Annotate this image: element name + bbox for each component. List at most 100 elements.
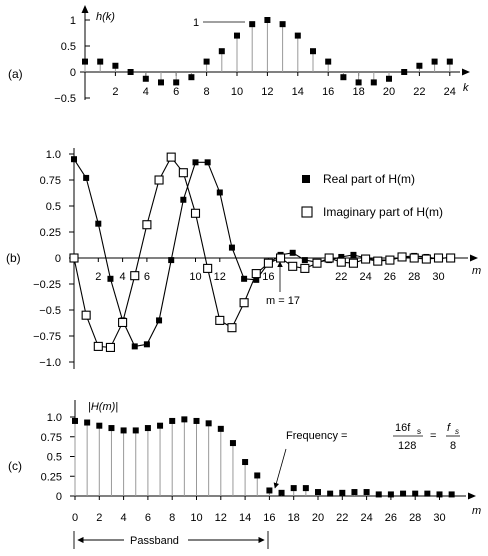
- panel-b-series-1-point-3: [105, 342, 115, 352]
- panel-b-series-1-point-14: [239, 298, 249, 308]
- panel-b-series-0-point-23: [350, 251, 357, 258]
- annotation-a: 1: [193, 17, 199, 29]
- panel-b-x-tick-label-3: 10: [189, 271, 201, 283]
- panel-a-point-3: [127, 69, 134, 75]
- panel-c-y-tick-label-3: 0.25: [41, 471, 62, 483]
- panel-c-point-27: [400, 490, 407, 497]
- panel-c-point-31: [448, 491, 455, 498]
- panel-b-series-1-point-12: [215, 315, 225, 325]
- panel-b-series-0-point-11: [204, 159, 211, 166]
- annotation-c-equals: =: [430, 430, 436, 442]
- panel-b-y-tick-label-1: 0.75: [40, 175, 61, 187]
- xlabel-a: k: [463, 82, 469, 94]
- panel-a-point-11: [249, 21, 256, 28]
- annotation-b: m = 17: [266, 295, 300, 307]
- panel-a-x-tick-label-0: 2: [112, 86, 118, 98]
- panel-b-series-0-point-15: [253, 276, 260, 283]
- annotation-c-arrow: [273, 448, 287, 489]
- panel-c-x-tick-label-9: 18: [288, 512, 300, 524]
- panel-c-y-tick-label-4: 0: [56, 491, 62, 503]
- panel-b-series-1-point-17: [275, 253, 286, 263]
- panel-a-x-tick-label-4: 10: [231, 86, 243, 98]
- panel-a-point-5: [158, 79, 164, 86]
- panel-c-y-tick-label-0: 1.0: [47, 412, 62, 424]
- panel-b-x-tick-label-1: 4: [120, 271, 126, 283]
- panel-c-point-11: [205, 420, 212, 427]
- panel-b-series-1-point-15: [251, 269, 261, 279]
- panel-c-x-tick-label-0: 0: [72, 512, 78, 524]
- panel-b-x-tick-label-9: 28: [408, 271, 420, 283]
- panel-c-point-13: [229, 440, 236, 447]
- panel-c-point-19: [302, 485, 309, 492]
- panel-a-point-17: [340, 74, 347, 81]
- panel-a-y-tick-label-3: −0.5: [54, 93, 76, 105]
- panel-c-point-1: [84, 419, 91, 426]
- panel-b-y-tick-label-8: −1.0: [39, 357, 61, 369]
- panel-a-x-tick-label-10: 22: [413, 86, 425, 98]
- ylabel-c: |H(m)|: [88, 401, 118, 413]
- panel-c-point-25: [375, 491, 382, 498]
- panel-a-point-2: [112, 62, 119, 69]
- panel-c-x-arrowhead: [468, 492, 476, 500]
- panel-c-x-tick-label-15: 30: [433, 512, 445, 524]
- passband-label: Passband: [130, 535, 179, 547]
- panel-b-x-arrowhead: [470, 254, 478, 262]
- panel-b-series-1-point-10: [190, 208, 201, 218]
- panel-b-y-tick-label-6: −0.5: [39, 305, 61, 317]
- panel-b-x-tick-label-6: 22: [335, 271, 347, 283]
- panel-a-point-13: [279, 21, 286, 28]
- ylabel-a: h(k): [96, 11, 115, 23]
- panel-c-x-tick-label-2: 4: [121, 512, 127, 524]
- panel-b-series-1-point-31: [446, 253, 456, 263]
- panel-c-point-21: [327, 490, 334, 497]
- panel-c-x-tick-label-6: 12: [215, 512, 227, 524]
- panel-b-series-0-point-9: [180, 196, 187, 203]
- panel-a-point-8: [203, 58, 210, 65]
- panel-a-x-tick-label-9: 20: [383, 86, 395, 98]
- panel-a-point-24: [446, 58, 453, 65]
- panel-c-point-10: [193, 417, 200, 424]
- legend-imag-marker: [301, 206, 313, 218]
- panel-b-series-1-point-27: [397, 252, 407, 262]
- dynamic-content: 10.50−0.52 4 6 8 10 12 14 16 18 20 22 241.00.750.50…: [33, 5, 478, 524]
- panel-b-series-0-point-8: [168, 257, 175, 264]
- panel-b-x-tick-label-0: 2: [95, 271, 101, 283]
- panel-c-point-29: [424, 490, 431, 497]
- panel-a-x-tick-label-3: 8: [204, 86, 210, 98]
- panel-b-series-0-point-2: [95, 220, 102, 227]
- panel-b-y-tick-label-7: −0.75: [33, 331, 61, 343]
- panel-c-x-tick-label-12: 24: [360, 512, 372, 524]
- annotation-c-frac2-num-sub: s: [455, 427, 459, 436]
- panel-b-series-1-point-28: [409, 253, 419, 263]
- panel-a-point-15: [310, 48, 316, 55]
- panel-a-point-21: [401, 69, 408, 75]
- panel-b-series-1-point-9: [178, 168, 188, 178]
- panel-a-y-tick-label-0: 1: [70, 15, 76, 27]
- panel-b-series-1-point-1: [81, 310, 91, 320]
- panel-c-point-16: [266, 487, 273, 494]
- panel-b-series-1-point-21: [324, 253, 334, 263]
- panel-label-b: (b): [6, 251, 21, 265]
- panel-b-y-tick-label-2: 0.5: [46, 201, 61, 213]
- panel-a-x-tick-label-7: 16: [322, 86, 334, 98]
- panel-b-series-0-point-3: [107, 275, 114, 282]
- panel-a-point-9: [218, 48, 225, 55]
- panel-b-x-tick-label-4: 12: [214, 271, 226, 283]
- panel-c-point-17: [278, 489, 285, 496]
- panel-c-point-26: [387, 491, 394, 498]
- panel-b-series-1-point-11: [203, 263, 213, 273]
- panel-c-x-tick-label-5: 10: [190, 512, 202, 524]
- annotation-c-frac1-den: 128: [398, 440, 416, 452]
- panel-a-point-22: [416, 62, 423, 69]
- panel-a-x-tick-label-6: 14: [292, 86, 304, 98]
- panel-c-point-28: [412, 490, 419, 497]
- panel-b-y-tick-label-3: 0.25: [40, 227, 61, 239]
- panel-b-series-1-point-4: [118, 317, 128, 328]
- panel-c-point-2: [96, 422, 103, 429]
- panel-a-point-16: [325, 58, 332, 65]
- panel-c-point-8: [169, 417, 176, 424]
- panel-b-series-1-point-7: [154, 175, 164, 185]
- annotation-c-frac1-num-sub: s: [417, 427, 421, 436]
- panel-b-y-tick-label-4: 0: [55, 253, 61, 265]
- panel-b-y-tick-label-5: −0.25: [33, 279, 61, 291]
